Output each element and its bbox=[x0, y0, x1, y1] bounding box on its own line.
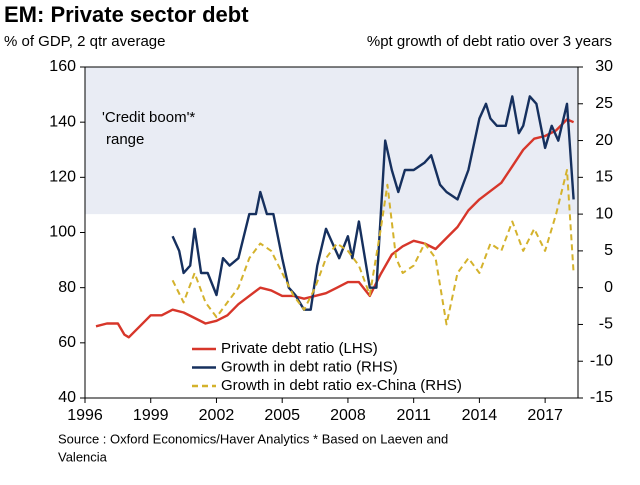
y2-tick-label: -15 bbox=[590, 389, 613, 406]
y2-tick-label: -10 bbox=[590, 352, 613, 369]
y-tick-label: 160 bbox=[49, 58, 76, 75]
y2-tick-label: 10 bbox=[595, 205, 613, 222]
y2-tick-label: -5 bbox=[599, 316, 613, 333]
y-axis-label: % of GDP, 2 qtr average bbox=[4, 33, 165, 50]
series-line bbox=[171, 95, 575, 311]
note: Source : Oxford Economics/Haver Analytic… bbox=[58, 431, 448, 446]
y2-tick-label: 20 bbox=[595, 132, 613, 149]
y2-tick-label: 30 bbox=[595, 58, 613, 75]
y2-tick-label: 5 bbox=[604, 242, 613, 259]
legend-label: Private debt ratio (LHS) bbox=[221, 340, 378, 357]
x-tick-label: 2008 bbox=[330, 407, 366, 424]
x-tick-label: 2002 bbox=[199, 407, 235, 424]
x-tick-label: 1999 bbox=[133, 407, 169, 424]
band-label: 'Credit boom'* bbox=[102, 109, 195, 126]
y-tick-label: 40 bbox=[58, 389, 76, 406]
x-tick-label: 2014 bbox=[462, 407, 498, 424]
series-line bbox=[171, 169, 575, 326]
y-tick-label: 100 bbox=[49, 224, 76, 241]
chart-title: EM: Private sector debt bbox=[4, 2, 249, 27]
y2-tick-label: 25 bbox=[595, 95, 613, 112]
x-tick-label: 2011 bbox=[396, 407, 431, 424]
series-line bbox=[95, 118, 575, 339]
x-tick-label: 1996 bbox=[67, 407, 103, 424]
legend-label: Growth in debt ratio (RHS) bbox=[221, 358, 398, 375]
y-tick-label: 80 bbox=[58, 279, 76, 296]
y2-tick-label: 0 bbox=[604, 279, 613, 296]
y2-axis-label: %pt growth of debt ratio over 3 years bbox=[367, 33, 612, 50]
note: Valencia bbox=[58, 449, 108, 464]
y-tick-label: 140 bbox=[49, 113, 76, 130]
y-tick-label: 60 bbox=[58, 334, 76, 351]
band-label: range bbox=[106, 131, 144, 148]
credit-boom-band bbox=[85, 67, 578, 215]
y2-tick-label: 15 bbox=[595, 169, 613, 186]
x-tick-label: 2017 bbox=[527, 407, 563, 424]
y-tick-label: 120 bbox=[49, 169, 76, 186]
legend-label: Growth in debt ratio ex-China (RHS) bbox=[221, 377, 462, 394]
x-tick-label: 2005 bbox=[264, 407, 300, 424]
